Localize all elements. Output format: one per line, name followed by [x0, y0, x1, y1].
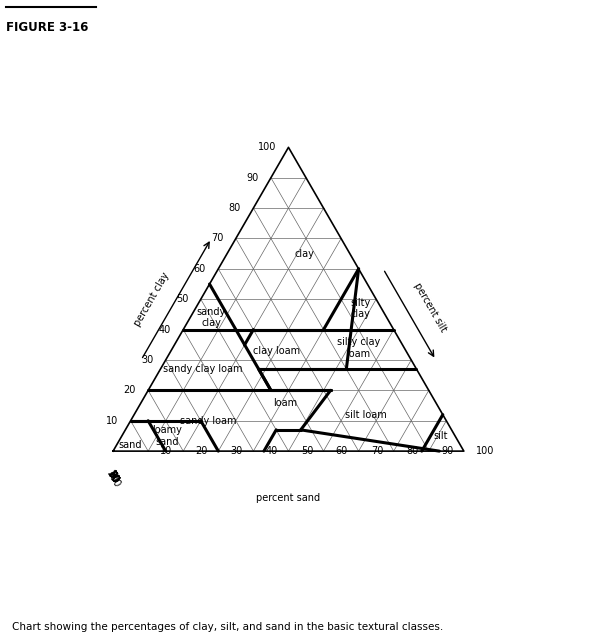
Text: 60: 60 — [194, 264, 206, 274]
Text: Chart showing the percentages of clay, silt, and sand in the basic textural clas: Chart showing the percentages of clay, s… — [12, 622, 443, 632]
Text: 80: 80 — [106, 469, 121, 485]
Text: 50: 50 — [176, 294, 188, 304]
Text: sand: sand — [119, 440, 142, 450]
Text: 10: 10 — [106, 416, 118, 425]
Text: 90: 90 — [441, 446, 453, 456]
Text: 100: 100 — [258, 142, 276, 152]
Text: 80: 80 — [229, 203, 241, 213]
Text: 60: 60 — [336, 446, 348, 456]
Text: 70: 70 — [211, 234, 224, 243]
Text: 20: 20 — [196, 446, 208, 456]
Text: 50: 50 — [106, 469, 121, 485]
Text: 10: 10 — [160, 446, 173, 456]
Text: clay: clay — [295, 249, 314, 258]
Text: 20: 20 — [106, 469, 121, 485]
Text: 20: 20 — [124, 385, 136, 396]
Text: 70: 70 — [106, 469, 121, 485]
Text: 60: 60 — [106, 469, 121, 485]
Text: 90: 90 — [247, 173, 259, 183]
Text: loamy
sand: loamy sand — [152, 425, 182, 447]
Text: percent clay: percent clay — [132, 271, 171, 328]
Text: 100: 100 — [476, 446, 494, 456]
Text: 50: 50 — [301, 446, 313, 456]
Text: sandy clay loam: sandy clay loam — [163, 364, 242, 374]
Text: silt: silt — [434, 431, 448, 441]
Text: 40: 40 — [106, 469, 121, 485]
Text: percent silt: percent silt — [412, 281, 449, 334]
Text: 40: 40 — [266, 446, 278, 456]
Text: FIGURE 3-16: FIGURE 3-16 — [6, 21, 88, 34]
Text: silty clay
loam: silty clay loam — [337, 337, 380, 359]
Text: 80: 80 — [406, 446, 418, 456]
Text: sandy loam: sandy loam — [179, 416, 236, 425]
Text: 30: 30 — [230, 446, 243, 456]
Text: 30: 30 — [141, 355, 154, 365]
Text: 10: 10 — [106, 469, 121, 485]
Text: sandy
clay: sandy clay — [197, 307, 226, 328]
Text: silt loam: silt loam — [345, 410, 386, 420]
Text: silty
clay: silty clay — [350, 298, 370, 319]
Text: clay loam: clay loam — [253, 346, 300, 356]
Text: 70: 70 — [371, 446, 383, 456]
Text: 90: 90 — [106, 469, 121, 485]
Text: loam: loam — [273, 398, 297, 408]
Text: 100: 100 — [104, 469, 122, 490]
Text: percent sand: percent sand — [256, 493, 320, 503]
Text: 30: 30 — [106, 469, 121, 485]
Text: 40: 40 — [159, 324, 171, 335]
